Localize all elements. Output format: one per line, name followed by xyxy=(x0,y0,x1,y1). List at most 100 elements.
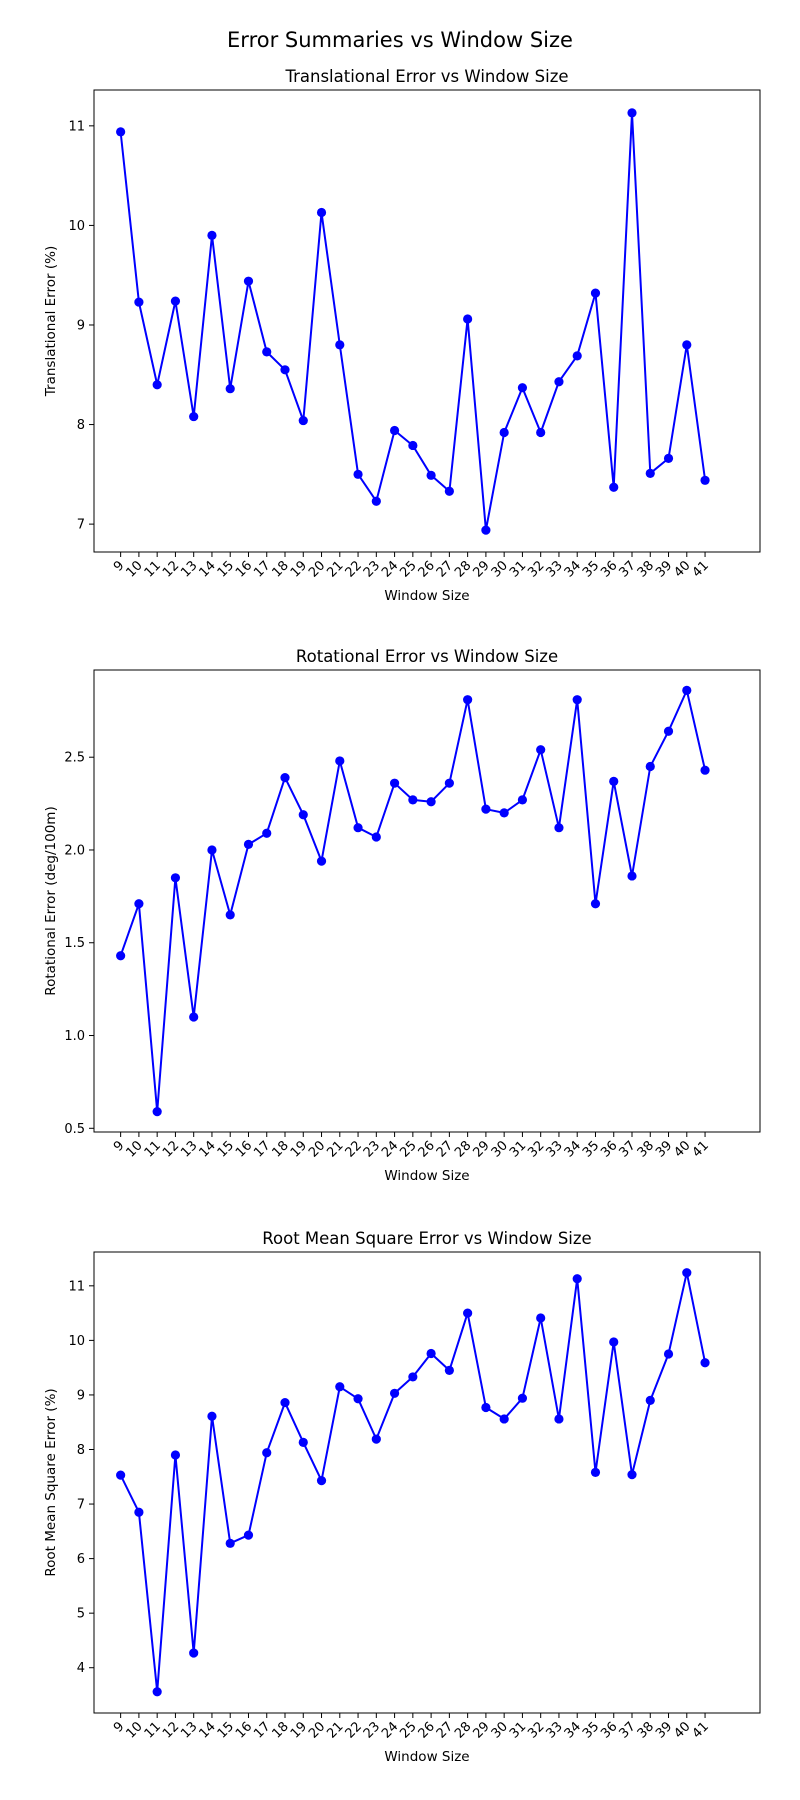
data-point xyxy=(463,1308,473,1318)
y-tick-label: 4 xyxy=(77,1661,85,1676)
data-point xyxy=(189,411,199,422)
data-point xyxy=(700,765,710,775)
data-point xyxy=(572,695,582,705)
data-point xyxy=(170,873,181,883)
data-point xyxy=(243,276,254,286)
y-tick-label: 10 xyxy=(68,1334,85,1349)
data-point xyxy=(116,951,126,961)
data-point xyxy=(207,230,217,240)
data-point xyxy=(700,1358,710,1368)
data-point xyxy=(463,695,473,705)
y-tick-label: 7 xyxy=(77,1498,85,1513)
data-point xyxy=(499,427,509,438)
data-point xyxy=(590,1467,601,1478)
data-point xyxy=(609,482,619,492)
data-point xyxy=(389,1388,400,1398)
y-tick-label: 10 xyxy=(68,219,85,234)
data-point xyxy=(371,1434,381,1444)
chart-title: Root Mean Square Error vs Window Size xyxy=(262,1229,591,1248)
data-point xyxy=(116,127,126,137)
y-axis-label: Translational Error (%) xyxy=(43,246,59,397)
y-tick-label: 6 xyxy=(77,1552,85,1567)
x-axis-label: Window Size xyxy=(384,588,469,604)
data-point xyxy=(225,910,235,920)
data-point xyxy=(170,1450,181,1460)
data-point xyxy=(645,761,655,772)
data-point xyxy=(426,797,436,807)
data-point xyxy=(426,1348,436,1359)
data-point xyxy=(627,1469,637,1480)
data-point xyxy=(262,347,272,357)
series-line xyxy=(119,111,707,532)
data-point xyxy=(152,380,162,390)
data-point xyxy=(280,1397,290,1408)
y-tick-label: 9 xyxy=(77,318,85,333)
data-point xyxy=(408,795,418,805)
data-point xyxy=(316,207,327,218)
data-point xyxy=(243,1530,254,1540)
data-point xyxy=(536,1313,546,1323)
x-tick-label: 41 xyxy=(690,1138,712,1160)
data-point xyxy=(389,778,400,788)
x-axis-label: Window Size xyxy=(384,1749,469,1765)
data-point xyxy=(426,470,436,480)
data-point xyxy=(517,1393,528,1403)
data-point xyxy=(554,1414,564,1424)
data-point xyxy=(207,845,217,855)
data-point xyxy=(590,288,601,298)
plot-frame xyxy=(93,669,761,1133)
figure-title: Error Summaries vs Window Size xyxy=(227,28,573,52)
data-point xyxy=(389,425,400,436)
y-axis-label: Root Mean Square Error (%) xyxy=(43,1388,59,1576)
series-line xyxy=(119,689,707,1113)
data-point xyxy=(663,1349,674,1359)
data-point xyxy=(353,1394,363,1404)
data-point xyxy=(335,340,345,350)
data-point xyxy=(371,496,381,506)
data-point xyxy=(572,351,582,361)
y-tick-label: 11 xyxy=(68,1279,85,1294)
data-point xyxy=(609,1337,619,1347)
plot-frame xyxy=(93,1251,761,1714)
y-tick-label: 5 xyxy=(77,1607,85,1622)
data-point xyxy=(572,1274,582,1284)
data-point xyxy=(682,685,692,696)
data-point xyxy=(517,383,528,393)
data-point xyxy=(627,108,637,118)
data-point xyxy=(645,1395,655,1405)
y-tick-label: 2.0 xyxy=(64,843,85,858)
y-tick-label: 1.5 xyxy=(64,936,85,951)
data-point xyxy=(243,839,254,850)
data-point xyxy=(463,314,473,324)
data-point xyxy=(590,899,601,909)
data-point xyxy=(134,899,144,909)
y-axis-label: Rotational Error (deg/100m) xyxy=(43,806,59,995)
data-point xyxy=(335,756,345,766)
data-point xyxy=(280,365,290,375)
y-tick-label: 8 xyxy=(77,1443,85,1458)
data-point xyxy=(682,1268,692,1278)
data-point xyxy=(371,832,381,842)
y-tick-label: 0.5 xyxy=(64,1122,85,1137)
data-point xyxy=(554,377,564,387)
data-point xyxy=(316,1475,327,1486)
data-point xyxy=(408,1372,418,1382)
chart-title: Translational Error vs Window Size xyxy=(284,67,568,86)
data-point xyxy=(298,810,308,820)
data-point xyxy=(152,1687,162,1697)
data-point xyxy=(663,453,674,464)
data-point xyxy=(170,296,181,306)
data-point xyxy=(408,440,418,451)
y-tick-label: 9 xyxy=(77,1388,85,1403)
data-point xyxy=(262,1448,272,1458)
data-point xyxy=(189,1012,199,1022)
plot-frame xyxy=(93,89,761,553)
data-point xyxy=(225,1538,235,1548)
data-point xyxy=(444,778,454,788)
data-point xyxy=(316,856,327,866)
data-point xyxy=(353,469,363,479)
data-point xyxy=(609,776,619,786)
data-point xyxy=(207,1411,217,1421)
data-point xyxy=(682,340,692,350)
